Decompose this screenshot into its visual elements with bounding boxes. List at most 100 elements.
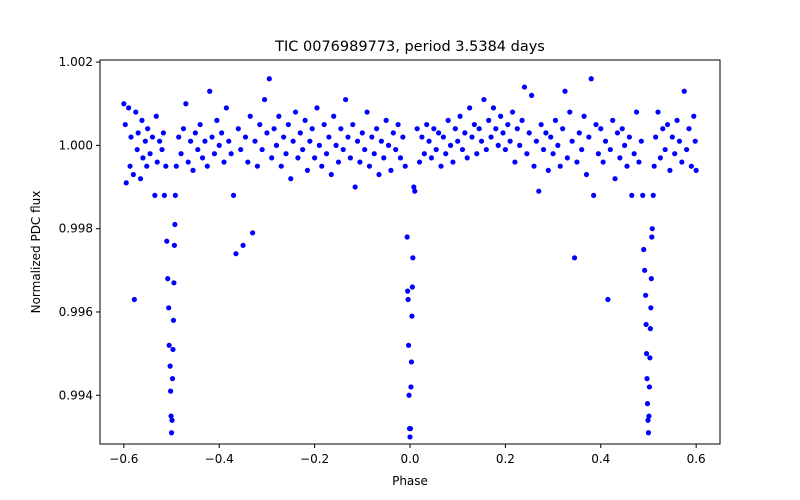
data-point <box>163 163 169 169</box>
data-point <box>137 176 144 182</box>
data-point <box>323 151 330 157</box>
data-point <box>154 159 160 165</box>
data-point <box>426 138 432 144</box>
data-point <box>495 142 501 148</box>
data-point <box>498 113 504 119</box>
data-point <box>347 155 353 161</box>
data-point <box>583 171 590 178</box>
data-point <box>629 192 635 198</box>
data-point <box>238 146 244 153</box>
data-point <box>362 146 368 153</box>
data-point <box>569 138 575 144</box>
x-tick-label: 0.6 <box>687 452 706 466</box>
data-point <box>595 151 601 157</box>
data-point <box>169 376 176 382</box>
data-point <box>166 342 172 348</box>
data-point <box>178 151 184 157</box>
data-point <box>624 163 630 169</box>
data-point <box>131 296 137 303</box>
data-point <box>526 130 532 136</box>
data-point <box>130 171 136 178</box>
data-point <box>642 267 648 273</box>
data-point <box>512 159 518 165</box>
x-axis-label: Phase <box>392 474 428 488</box>
data-point <box>688 163 694 169</box>
chart-title: TIC 0076989773, period 3.5384 days <box>274 39 545 55</box>
data-point <box>405 342 412 348</box>
data-point <box>610 117 616 123</box>
data-point <box>686 126 692 132</box>
data-point <box>660 126 666 132</box>
data-point <box>562 88 568 94</box>
data-point <box>183 101 189 107</box>
data-point <box>514 126 520 132</box>
data-point <box>173 163 179 169</box>
data-point <box>591 192 597 198</box>
data-point <box>645 430 652 436</box>
data-point <box>649 226 655 232</box>
data-point <box>226 138 232 144</box>
data-point <box>646 413 652 419</box>
data-point <box>672 151 678 157</box>
data-point <box>331 113 337 119</box>
data-point <box>410 255 416 261</box>
data-point <box>235 126 241 132</box>
data-point <box>295 155 301 161</box>
data-point <box>462 130 468 136</box>
y-tick-label: 0.994 <box>59 388 93 402</box>
data-point <box>662 146 668 153</box>
data-point <box>657 155 663 161</box>
data-point <box>343 96 349 103</box>
data-point <box>531 163 537 169</box>
data-point <box>135 130 141 136</box>
data-point <box>457 113 463 119</box>
data-point <box>529 92 535 98</box>
data-point <box>574 159 580 165</box>
data-point <box>476 126 482 132</box>
data-point <box>505 121 511 128</box>
data-point <box>195 146 201 153</box>
data-point <box>521 84 528 90</box>
data-point <box>431 126 437 132</box>
data-point <box>586 134 592 140</box>
x-tick-label: −0.4 <box>205 452 234 466</box>
data-point <box>285 121 291 128</box>
data-point <box>160 130 167 136</box>
data-point <box>376 171 382 178</box>
data-point <box>188 138 194 144</box>
data-point <box>644 376 650 382</box>
data-point <box>557 163 563 169</box>
data-point <box>664 121 671 128</box>
data-point <box>474 151 480 157</box>
data-point <box>335 159 342 165</box>
data-point <box>167 388 174 394</box>
data-point <box>139 117 145 123</box>
data-point <box>409 284 415 290</box>
data-point <box>445 117 451 123</box>
data-point <box>321 121 327 128</box>
data-point <box>159 146 165 153</box>
data-point <box>433 146 439 153</box>
data-point <box>122 121 128 128</box>
x-tick-label: −0.2 <box>300 452 329 466</box>
data-point <box>455 138 461 144</box>
data-point <box>605 296 611 303</box>
data-point <box>679 159 685 165</box>
data-point <box>464 155 470 161</box>
data-point <box>533 138 539 144</box>
y-axis-ticks: 0.994 0.996 0.998 1.000 1.002 <box>59 55 100 402</box>
data-point <box>651 163 657 169</box>
data-point <box>540 146 547 153</box>
data-point <box>633 109 640 115</box>
data-point <box>216 142 222 148</box>
data-point <box>257 121 263 128</box>
data-point <box>571 255 578 261</box>
data-point <box>507 138 513 144</box>
data-point <box>385 142 392 148</box>
data-point <box>581 113 587 119</box>
data-point <box>405 296 411 303</box>
data-point <box>419 134 425 140</box>
data-point <box>202 138 208 144</box>
data-point <box>180 126 187 132</box>
data-point <box>383 117 389 123</box>
